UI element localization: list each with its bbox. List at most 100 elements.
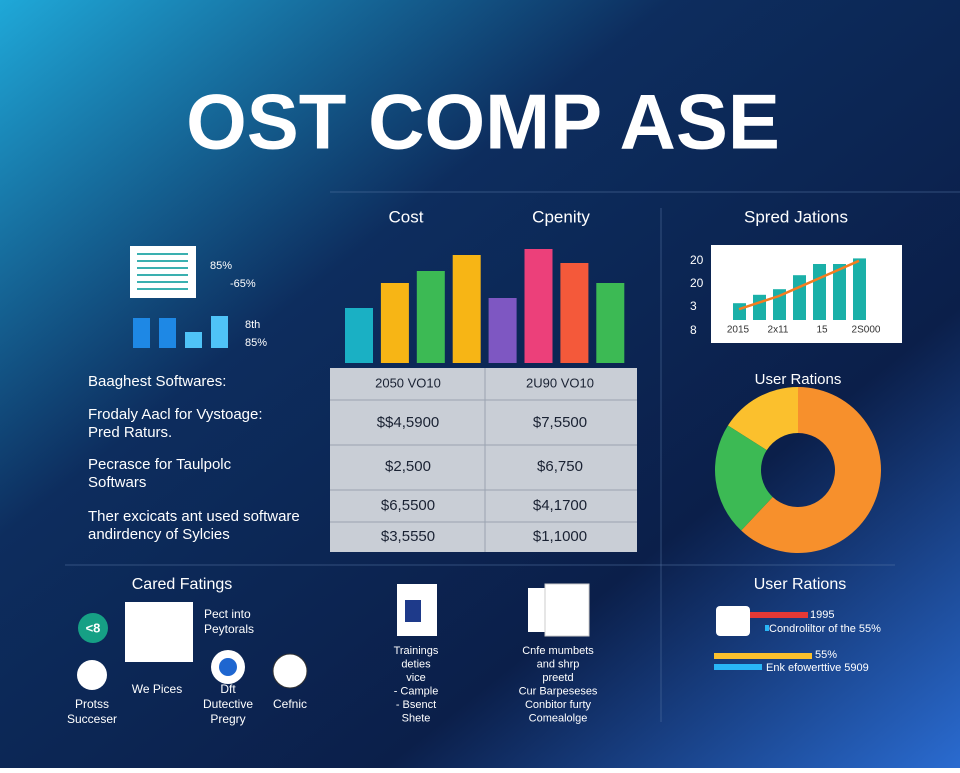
label: deties: [401, 658, 431, 670]
bar: [416, 271, 445, 363]
label: Trainings: [394, 645, 439, 657]
label: - Cample: [394, 685, 439, 697]
heading: Cost: [389, 207, 424, 226]
y-tick-label: 20: [690, 253, 704, 267]
label: 85%: [245, 337, 267, 349]
x-tick-label: 2x11: [768, 325, 789, 336]
x-tick-label: 2015: [727, 325, 750, 336]
label: Frodaly Aacl for Vystoage:: [88, 406, 263, 423]
label: Cefnic: [273, 697, 307, 711]
rating-bar: [765, 625, 769, 631]
rating-bar: [750, 612, 808, 618]
heading: User Rations: [755, 371, 842, 388]
label: Pregry: [210, 712, 245, 726]
bar: [380, 283, 409, 363]
icon: [77, 660, 107, 690]
label: Cur Barpeseses: [519, 685, 598, 697]
label: Comealolge: [529, 712, 588, 724]
bar: [452, 255, 481, 363]
icon: [219, 658, 237, 676]
label: Succeser: [67, 712, 117, 726]
table-cell: $$4,5900: [377, 414, 440, 431]
bar: [596, 283, 625, 363]
heading: Cpenity: [532, 207, 590, 226]
label: vice: [406, 672, 426, 684]
donut-slice: [741, 387, 881, 553]
dividers: [65, 191, 960, 722]
mini-bar: [185, 332, 202, 348]
rating-bar: [714, 653, 812, 659]
trend-bar: [833, 264, 846, 320]
table-cell: $4,1700: [533, 497, 587, 514]
heading: Spred Jations: [744, 207, 848, 226]
rating-bar: [714, 664, 762, 670]
donut-slice: [727, 387, 798, 451]
heading: User Rations: [754, 576, 846, 593]
table-cell: $1,1000: [533, 528, 587, 545]
trend-line: [738, 259, 860, 311]
label: Dft: [220, 682, 236, 696]
label: Protss: [75, 697, 109, 711]
label: 8th: [245, 319, 260, 331]
bar: [560, 263, 589, 363]
trend-bar: [853, 258, 866, 320]
table-cell: $6,5500: [381, 497, 435, 514]
label: and shrp: [537, 658, 580, 670]
label: Cnfe mumbets: [522, 645, 594, 657]
trend-bg: [711, 245, 902, 343]
label: Enk efowerttive 5909: [766, 662, 869, 674]
table-cell: $3,5550: [381, 528, 435, 545]
label: We Pices: [132, 682, 182, 696]
table-cell: $2,500: [385, 458, 431, 475]
table-lines: [330, 368, 637, 552]
table-cell: $7,5500: [533, 414, 587, 431]
label: - Bsenct: [396, 699, 436, 711]
bar: [345, 308, 373, 363]
y-tick-label: 3: [690, 299, 697, 313]
label: Pect into: [204, 607, 251, 621]
label: Peytorals: [204, 622, 254, 636]
x-tick-label: 15: [816, 325, 828, 336]
label: Pred Raturs.: [88, 424, 172, 441]
label: Conbitor furty: [525, 699, 592, 711]
label: preetd: [542, 672, 573, 684]
doc-icon: [405, 600, 421, 622]
bar: [524, 249, 553, 363]
trend-bar: [793, 275, 806, 320]
donut-slice: [714, 425, 773, 531]
label: Softwars: [88, 474, 146, 491]
bar: [488, 298, 517, 363]
mini-bar: [159, 318, 176, 348]
title: OST COMP ASE: [186, 78, 780, 166]
y-tick-label: 20: [690, 276, 704, 290]
icon: [125, 602, 193, 662]
mini-bar: [211, 316, 228, 348]
icon-text: <8: [86, 620, 101, 635]
label: Baaghest Softwares:: [88, 373, 226, 390]
table-header: 2050 VO10: [375, 375, 441, 390]
label: Dutective: [203, 697, 253, 711]
icon: [272, 653, 308, 689]
label: 55%: [815, 649, 837, 661]
label: Pecrasce for Taulpolc: [88, 456, 232, 473]
y-tick-label: 8: [690, 323, 697, 337]
label: 85%: [210, 260, 232, 272]
mini-bar: [133, 318, 150, 348]
trend-bar: [733, 303, 746, 320]
table-cell: $6,750: [537, 458, 583, 475]
trend-bar: [753, 294, 766, 320]
icon: [716, 606, 750, 636]
label: Ther excicats ant used software: [88, 508, 300, 525]
label: 1995: [810, 609, 834, 621]
label: Condroliltor of the 55%: [769, 623, 881, 635]
doc-icon: [544, 583, 590, 637]
trend-bar: [813, 264, 826, 320]
label: -65%: [230, 278, 256, 290]
label: Shete: [402, 712, 431, 724]
x-tick-label: 2S000: [852, 325, 881, 336]
table-header: 2U90 VO10: [526, 375, 594, 390]
heading: Cared Fatings: [132, 576, 233, 593]
table-bg: [330, 368, 637, 552]
label: andirdency of Sylcies: [88, 526, 230, 543]
